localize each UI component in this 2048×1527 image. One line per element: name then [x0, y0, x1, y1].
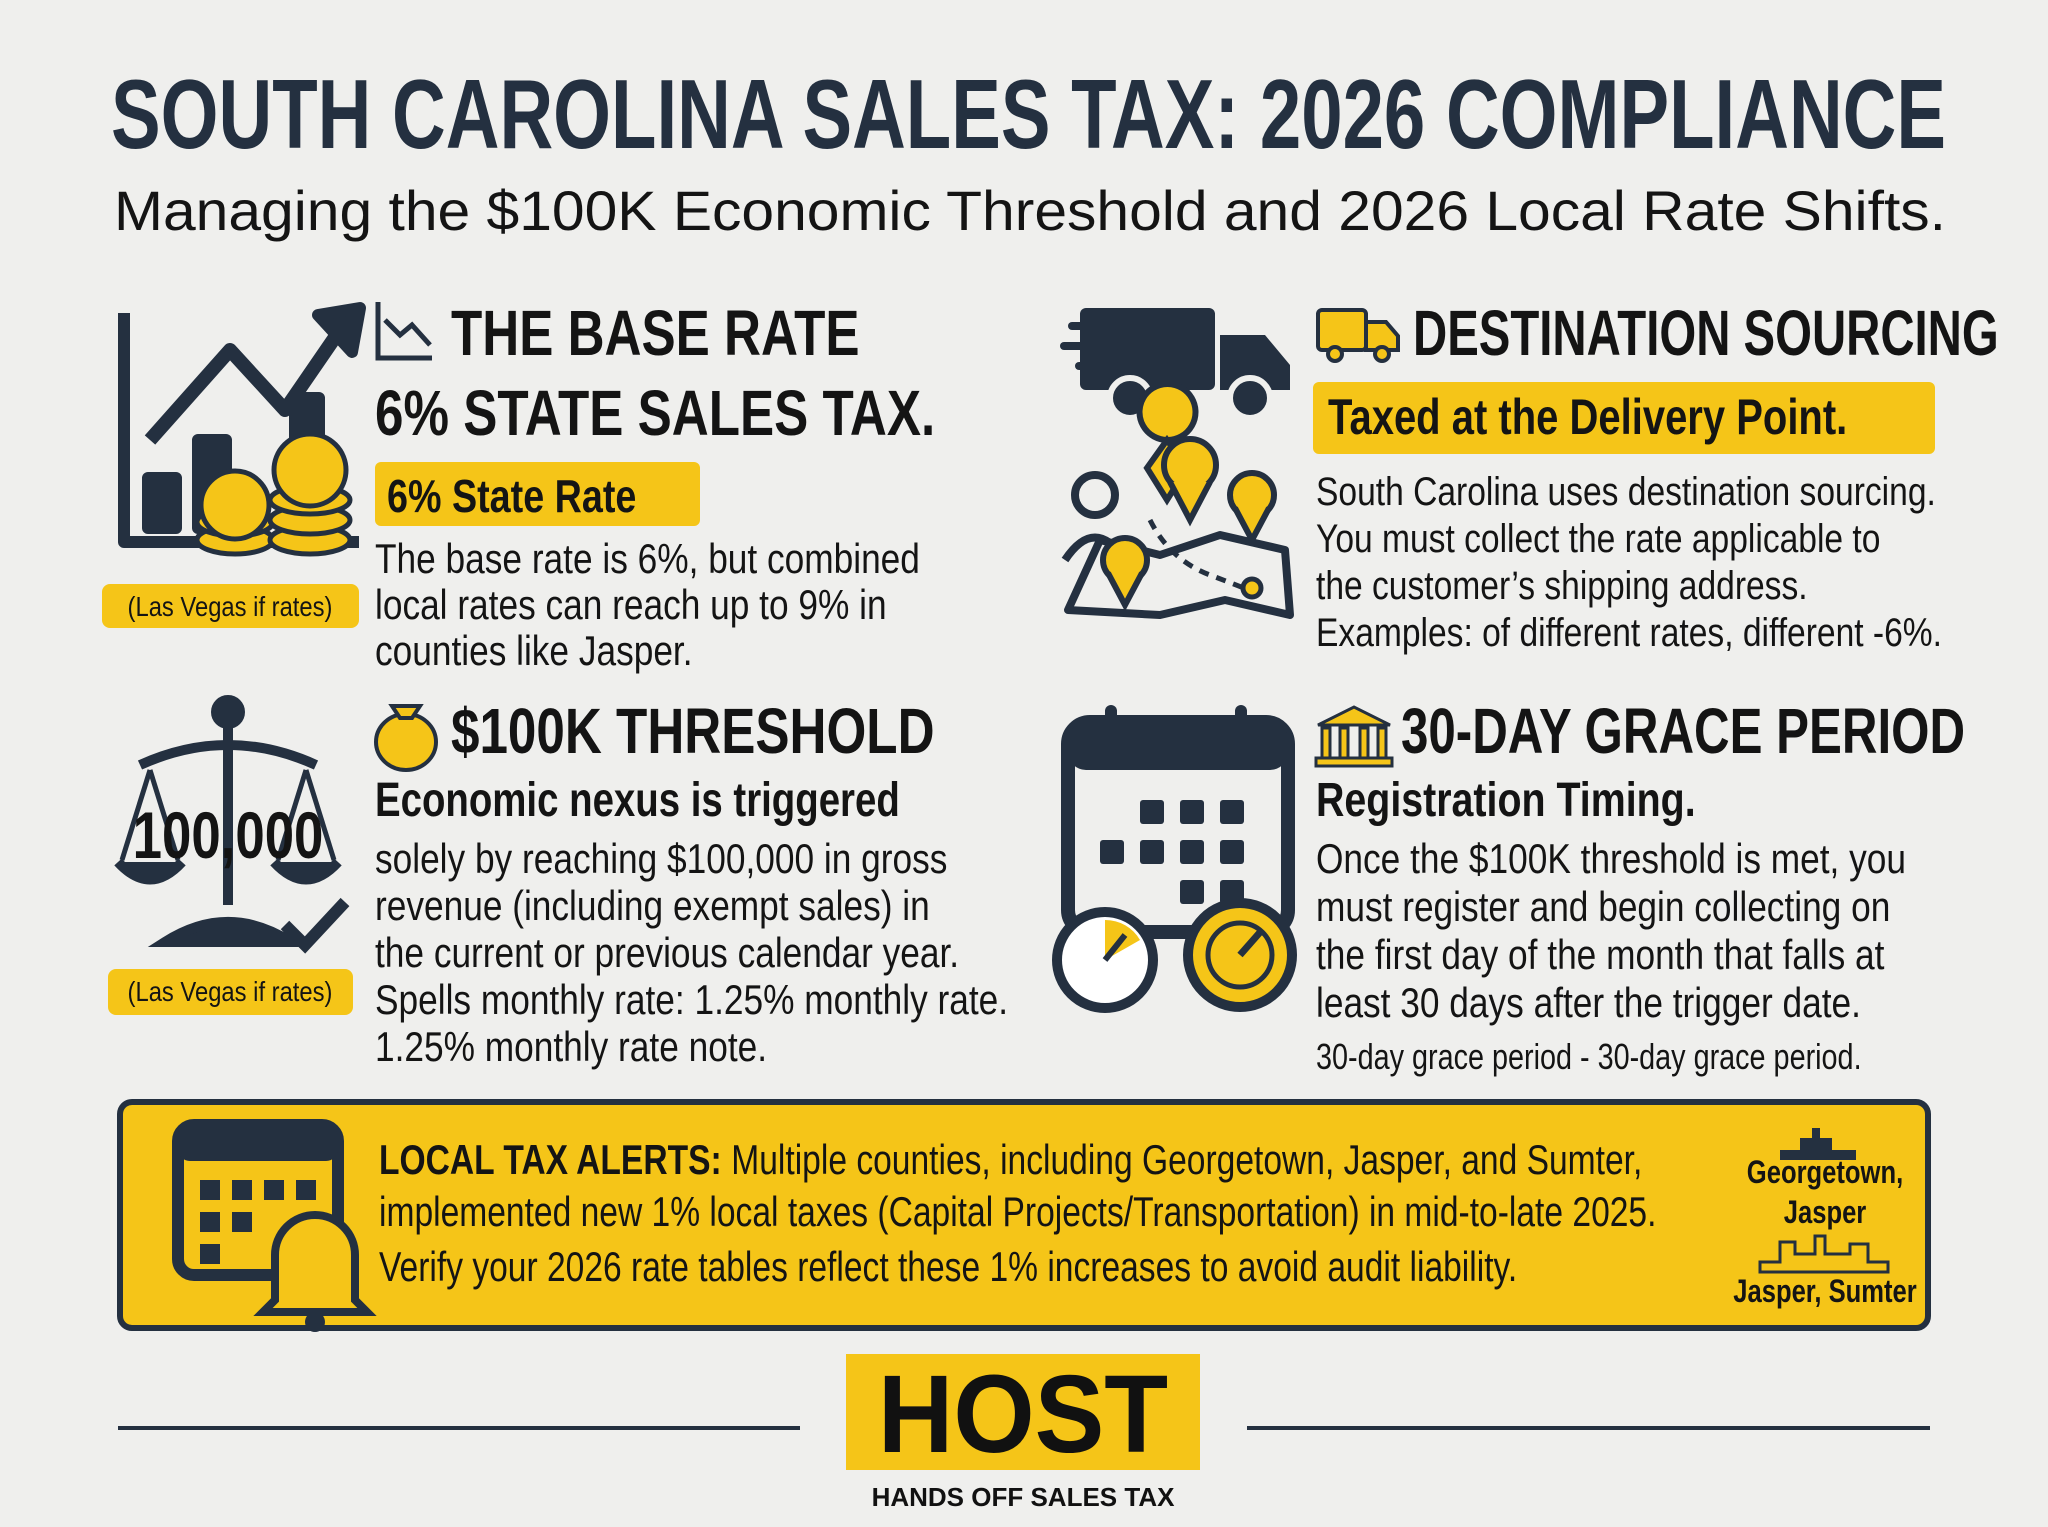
- alert-text: Multiple counties, including Georgetown,…: [731, 1138, 1642, 1184]
- tagline: HANDS OFF SALES TAX: [872, 1482, 1176, 1512]
- alert-icon: [172, 1119, 377, 1332]
- truck-icon: [1060, 308, 1290, 421]
- body-line: the current or previous calendar year.: [375, 930, 959, 977]
- label-box: [102, 584, 359, 628]
- icon-label: (Las Vegas if rates): [128, 590, 333, 622]
- section-heading: $100K THRESHOLD: [451, 697, 935, 768]
- body-line: solely by reaching $100,000 in gross: [375, 836, 947, 883]
- alert-line: Verify your 2026 rate tables reflect the…: [379, 1245, 1517, 1291]
- body-line: Spells monthly rate: 1.25% monthly rate.: [375, 977, 1008, 1024]
- logo-box: [846, 1354, 1200, 1470]
- section-heading: DESTINATION SOURCING: [1413, 297, 1999, 369]
- subtitle: Managing the $100K Economic Threshold an…: [114, 179, 1946, 242]
- calendar-icon: [1052, 705, 1297, 1013]
- section-subheading: 6% STATE SALES TAX.: [375, 379, 935, 450]
- alert-box: [117, 1099, 1931, 1331]
- body-line: 30-day grace period - 30-day grace perio…: [1316, 1036, 1862, 1077]
- body-line: Once the $100K threshold is met, you: [1316, 836, 1906, 883]
- coins-icon: [194, 431, 353, 557]
- body-line: South Carolina uses destination sourcing…: [1316, 469, 1936, 513]
- section-heading: 30-DAY GRACE PERIOD: [1401, 696, 1965, 768]
- highlight-text: 6% State Rate: [387, 470, 636, 521]
- highlight-text: Taxed at the Delivery Point.: [1328, 389, 1847, 445]
- highlight-box: [375, 462, 700, 526]
- body-line: the first day of the month that falls at: [1316, 932, 1885, 979]
- alert-place: Jasper, Sumter: [1733, 1274, 1917, 1309]
- body-line: the customer’s shipping address.: [1316, 563, 1808, 607]
- section-heading: THE BASE RATE: [451, 299, 860, 370]
- map-icon: [1061, 381, 1294, 619]
- body-line: local rates can reach up to 9% in: [375, 582, 887, 629]
- alert-place: Georgetown,: [1747, 1155, 1903, 1190]
- alert-label: LOCAL TAX ALERTS:: [379, 1138, 722, 1184]
- body-line: Examples: of different rates, different …: [1316, 610, 1942, 654]
- body-line: counties like Jasper.: [375, 628, 693, 675]
- section-subheading: Economic nexus is triggered: [375, 774, 900, 827]
- small-truck-icon: [1316, 308, 1400, 363]
- title: SOUTH CAROLINA SALES TAX: 2026 COMPLIANC…: [111, 59, 1946, 169]
- label-box: [108, 969, 353, 1015]
- body-line: The base rate is 6%, but combined: [375, 536, 920, 583]
- alert-place: Jasper: [1784, 1195, 1867, 1230]
- icon-label: (Las Vegas if rates): [128, 975, 333, 1007]
- small-chart-icon: [375, 302, 432, 361]
- highlight-box: [1313, 382, 1935, 454]
- money-bag-icon: [374, 704, 438, 772]
- scale-icon: [114, 695, 350, 954]
- logo: HOST: [878, 1353, 1168, 1476]
- body-line: You must collect the rate applicable to: [1316, 516, 1880, 560]
- icon-text: 100,000: [133, 798, 324, 872]
- alert-line: LOCAL TAX ALERTS: Multiple counties, incl…: [379, 1138, 1642, 1184]
- body-line: revenue (including exempt sales) in: [375, 883, 930, 930]
- body-line: least 30 days after the trigger date.: [1316, 980, 1861, 1027]
- section-subheading: Registration Timing.: [1316, 773, 1696, 827]
- bank-icon: [1314, 705, 1394, 768]
- body-line: 1.25% monthly rate note.: [375, 1024, 767, 1071]
- body-line: must register and begin collecting on: [1316, 884, 1890, 931]
- alert-line: implemented new 1% local taxes (Capital …: [379, 1190, 1656, 1236]
- skyline-icon: [1758, 1128, 1890, 1274]
